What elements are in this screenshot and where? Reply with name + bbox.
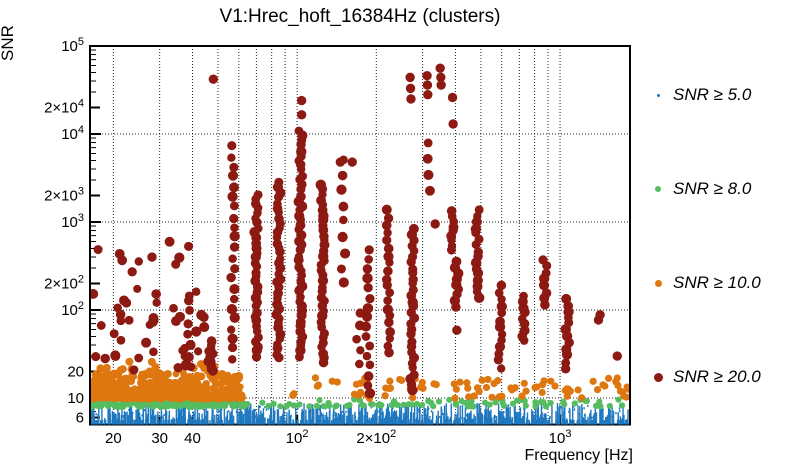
svg-text:103: 103 [61, 212, 84, 231]
legend-label: SNR ≥ 10.0 [673, 273, 761, 292]
legend-item-snr-20: SNR ≥ 20.0 [653, 365, 761, 389]
legend-item-snr-8: SNR ≥ 8.0 [653, 177, 751, 201]
svg-text:102: 102 [286, 428, 309, 447]
legend-marker-green-dot [655, 186, 661, 192]
legend-label: SNR ≥ 20.0 [673, 367, 761, 386]
legend-item-snr-5: SNR ≥ 5.0 [653, 83, 751, 107]
svg-text:10: 10 [67, 390, 84, 407]
svg-text:2×102: 2×102 [44, 274, 84, 293]
svg-text:103: 103 [549, 428, 572, 447]
svg-text:104: 104 [61, 124, 84, 143]
svg-text:2×103: 2×103 [44, 186, 84, 205]
svg-text:105: 105 [61, 36, 84, 55]
legend-marker-orange-dot [654, 279, 662, 287]
svg-text:6: 6 [76, 410, 84, 427]
plot-title: V1:Hrec_hoft_16384Hz (clusters) [219, 6, 501, 27]
legend-item-snr-10: SNR ≥ 10.0 [653, 271, 761, 295]
svg-text:102: 102 [61, 300, 84, 319]
svg-text:30: 30 [151, 430, 168, 447]
svg-text:20: 20 [105, 430, 122, 447]
legend-label: SNR ≥ 8.0 [673, 179, 752, 198]
svg-text:2×104: 2×104 [44, 98, 84, 117]
svg-text:40: 40 [184, 430, 201, 447]
legend-marker-darkred-dot [653, 372, 663, 382]
legend-marker-blue-dot [656, 93, 660, 97]
x-axis-title: Frequency [Hz] [524, 447, 633, 464]
svg-text:20: 20 [67, 364, 84, 381]
legend-label: SNR ≥ 5.0 [673, 85, 752, 104]
svg-text:2×102: 2×102 [356, 428, 396, 447]
